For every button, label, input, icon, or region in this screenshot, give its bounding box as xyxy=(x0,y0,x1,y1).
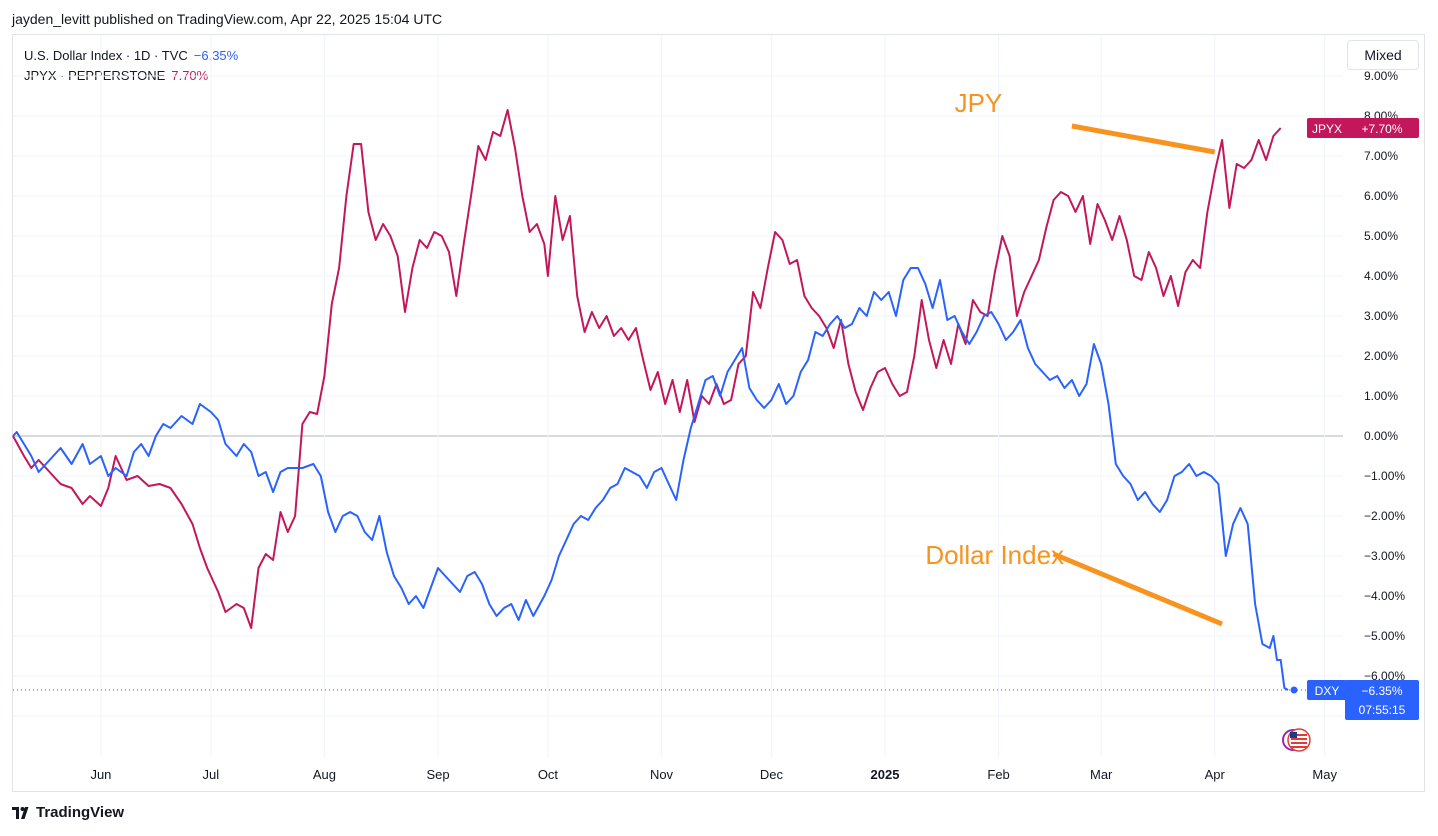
y-tick-label: −4.00% xyxy=(1364,589,1405,603)
annotation-line-dollar-index[interactable] xyxy=(1052,551,1224,627)
x-tick-label: Dec xyxy=(760,767,784,782)
last-value-label: +7.70% xyxy=(1361,122,1402,136)
series-name-badge xyxy=(1307,118,1347,138)
x-tick-label: Sep xyxy=(426,767,449,782)
y-tick-label: −1.00% xyxy=(1364,469,1405,483)
tradingview-logo[interactable]: TradingView xyxy=(12,804,124,821)
tradingview-brand: TradingView xyxy=(36,804,125,821)
last-point-marker xyxy=(1290,686,1298,694)
y-tick-label: −3.00% xyxy=(1364,549,1405,563)
x-tick-label: Jun xyxy=(90,767,111,782)
x-tick-label: Mar xyxy=(1090,767,1113,782)
annotation-text-jpy[interactable]: JPY xyxy=(955,88,1003,118)
annotation-text-dollar-index[interactable]: Dollar Index xyxy=(925,540,1064,570)
x-tick-label: May xyxy=(1312,767,1337,782)
y-tick-label: 4.00% xyxy=(1364,269,1398,283)
annotation-line-jpy[interactable] xyxy=(1071,123,1216,155)
x-tick-label: 2025 xyxy=(871,767,900,782)
x-tick-label: Jul xyxy=(203,767,220,782)
y-tick-label: 1.00% xyxy=(1364,389,1398,403)
bar-countdown-label: 07:55:15 xyxy=(1359,703,1406,717)
series-name-badge xyxy=(1307,680,1347,700)
scale-mode-button[interactable]: Mixed xyxy=(1347,40,1419,70)
y-tick-label: 2.00% xyxy=(1364,349,1398,363)
y-tick-label: 7.00% xyxy=(1364,149,1398,163)
legend-item-dxy[interactable]: U.S. Dollar Index · 1D · TVC −6.35% xyxy=(24,46,238,66)
y-tick-label: −6.00% xyxy=(1364,669,1405,683)
y-tick-label: 3.00% xyxy=(1364,309,1398,323)
x-tick-label: Oct xyxy=(538,767,559,782)
tradingview-logo-icon xyxy=(12,806,29,819)
series-line-dxy[interactable] xyxy=(12,267,1289,691)
series-name-label: JPYX xyxy=(1312,122,1342,136)
y-tick-label: 5.00% xyxy=(1364,229,1398,243)
x-tick-label: Aug xyxy=(313,767,336,782)
legend-value: −6.35% xyxy=(193,48,239,63)
y-tick-label: −5.00% xyxy=(1364,629,1405,643)
series-line-jpyx[interactable] xyxy=(12,109,1282,629)
y-tick-label: −2.00% xyxy=(1364,509,1405,523)
flag-icon[interactable] xyxy=(1282,728,1311,752)
x-tick-label: Nov xyxy=(650,767,674,782)
y-tick-label: 0.00% xyxy=(1364,429,1398,443)
y-tick-label: 9.00% xyxy=(1364,69,1398,83)
legend-name: U.S. Dollar Index · 1D · TVC xyxy=(24,48,188,63)
x-tick-label: Feb xyxy=(987,767,1009,782)
publisher-line: jayden_levitt published on TradingView.c… xyxy=(12,11,443,27)
last-value-label: −6.35% xyxy=(1361,684,1402,698)
y-tick-label: 6.00% xyxy=(1364,189,1398,203)
x-tick-label: Apr xyxy=(1205,767,1226,782)
chart-frame xyxy=(12,34,1425,792)
series-name-label: DXY xyxy=(1315,684,1340,698)
last-value-badge xyxy=(1345,118,1419,138)
last-value-badge xyxy=(1345,680,1419,720)
